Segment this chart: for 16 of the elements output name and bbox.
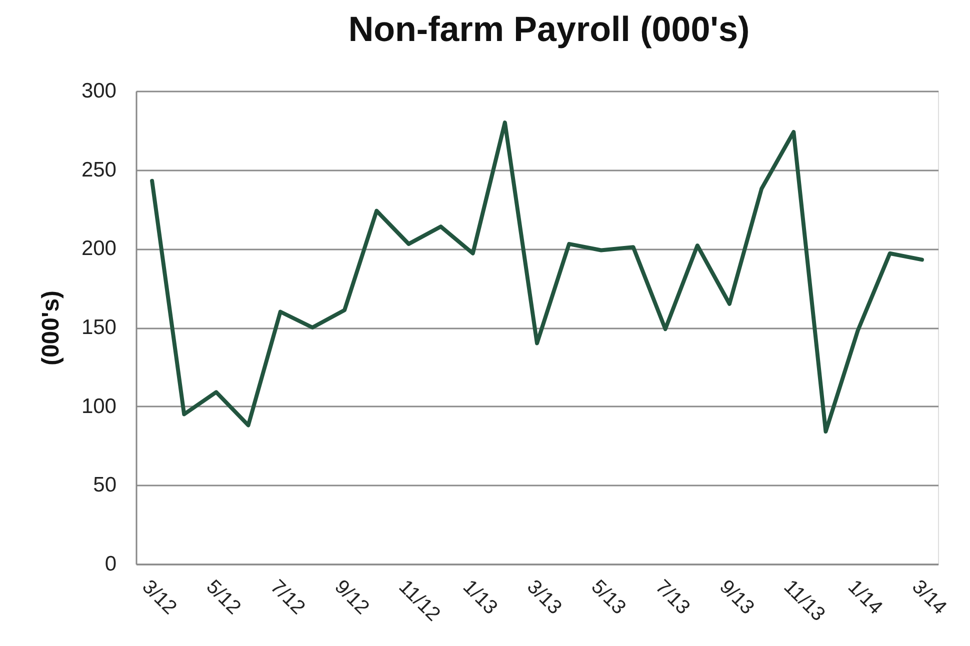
y-tick-label: 250 [81, 158, 116, 182]
chart-title: Non-farm Payroll (000's) [348, 10, 750, 49]
y-tick-label: 200 [81, 237, 116, 260]
y-tick-label: 100 [81, 394, 116, 418]
y-tick-label: 0 [104, 552, 116, 576]
y-tick-label: 300 [81, 80, 116, 102]
x-tick-label: 9/13 [715, 576, 758, 619]
x-tick-label: 3/13 [522, 576, 566, 619]
y-tick-label: 50 [93, 474, 116, 497]
line-series [150, 120, 924, 434]
y-tick-label: 150 [81, 316, 116, 339]
x-tick-label: 1/14 [843, 576, 887, 619]
x-tick-label: 3/14 [908, 576, 951, 619]
x-tick-label: 1/13 [458, 576, 502, 619]
x-tick-label: 5/13 [586, 576, 630, 619]
y-axis-title: (000's) [37, 290, 64, 366]
